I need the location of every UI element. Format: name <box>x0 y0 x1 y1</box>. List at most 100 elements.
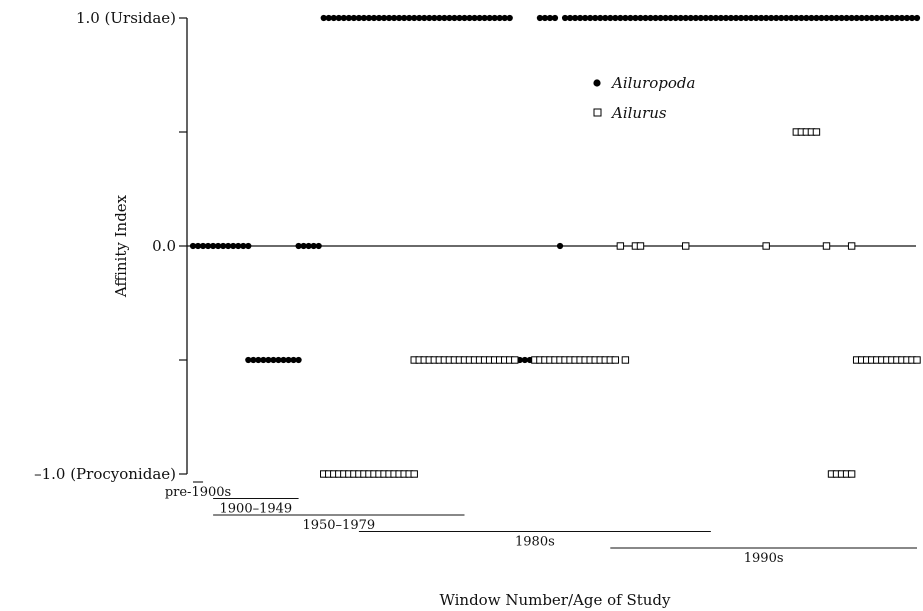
point-ailuropoda <box>878 14 885 22</box>
point-ailuropoda <box>365 14 373 22</box>
point-ailuropoda <box>778 14 785 22</box>
point-ailuropoda <box>607 14 614 22</box>
point-ailuropoda <box>461 14 468 22</box>
point-ailuropoda <box>888 14 895 22</box>
point-ailuropoda <box>270 356 277 364</box>
point-ailuropoda <box>476 14 483 22</box>
point-ailuropoda <box>677 14 684 22</box>
point-ailuropoda <box>903 14 911 22</box>
point-ailuropoda <box>330 14 337 22</box>
point-ailuropoda <box>406 14 413 22</box>
point-ailuropoda <box>481 14 488 22</box>
point-ailuropoda <box>220 242 227 250</box>
point-ailuropoda <box>707 14 714 22</box>
point-ailuropoda <box>466 14 473 22</box>
point-ailuropoda <box>360 14 368 22</box>
point-ailuropoda <box>446 14 453 22</box>
point-ailuropoda <box>692 14 699 22</box>
age-range-label: pre-1900s <box>165 485 231 500</box>
point-ailuropoda <box>300 242 307 250</box>
point-ailuropoda <box>853 14 860 22</box>
point-ailuropoda <box>451 14 458 22</box>
point-ailuropoda <box>617 14 624 22</box>
point-ailurus <box>621 356 630 364</box>
y-axis-label: Affinity Index <box>112 194 130 298</box>
point-ailuropoda <box>763 14 770 22</box>
point-ailuropoda <box>215 242 222 250</box>
point-ailuropoda <box>441 14 448 22</box>
point-ailuropoda <box>717 14 725 22</box>
point-ailuropoda <box>431 14 438 22</box>
y-ticks: 1.0 (Ursidae) 0.0 –1.0 (Procyonidae) <box>34 9 187 483</box>
point-ailuropoda <box>421 14 428 22</box>
point-ailurus <box>822 242 831 250</box>
point-ailuropoda <box>411 14 418 22</box>
point-ailuropoda <box>350 14 357 22</box>
point-ailurus <box>410 470 418 478</box>
point-ailurus <box>847 470 856 478</box>
point-ailuropoda <box>898 14 906 22</box>
point-ailuropoda <box>471 14 478 22</box>
point-ailuropoda <box>758 14 765 22</box>
legend-marker-ailurus <box>593 108 602 117</box>
point-ailuropoda <box>632 14 639 22</box>
point-ailuropoda <box>893 14 900 22</box>
y-tick-label: –1.0 (Procyonidae) <box>34 465 176 483</box>
point-ailuropoda <box>265 356 272 364</box>
point-ailuropoda <box>345 14 352 22</box>
point-ailuropoda <box>712 14 719 22</box>
point-ailuropoda <box>572 14 579 22</box>
point-ailuropoda <box>873 14 880 22</box>
point-ailuropoda <box>551 14 559 22</box>
point-ailuropoda <box>189 242 197 250</box>
point-ailuropoda <box>401 14 408 22</box>
point-ailuropoda <box>305 242 312 250</box>
point-ailuropoda <box>843 14 850 22</box>
age-range-label: 1950–1979 <box>302 518 375 533</box>
point-ailuropoda <box>456 14 463 22</box>
point-ailuropoda <box>587 14 594 22</box>
point-ailurus <box>812 128 821 136</box>
point-ailuropoda <box>260 356 267 364</box>
point-ailuropoda <box>672 14 679 22</box>
point-ailuropoda <box>742 14 750 22</box>
point-ailuropoda <box>908 14 916 22</box>
point-ailuropoda <box>657 14 664 22</box>
point-ailuropoda <box>546 14 554 22</box>
point-ailurus <box>847 242 856 250</box>
point-ailuropoda <box>506 14 513 22</box>
point-ailuropoda <box>275 356 282 364</box>
point-ailuropoda <box>773 14 780 22</box>
legend-label-ailuropoda: Ailuropoda <box>610 74 695 92</box>
point-ailuropoda <box>793 14 800 22</box>
point-ailuropoda <box>255 356 262 364</box>
point-ailuropoda <box>808 14 815 22</box>
point-ailuropoda <box>788 14 795 22</box>
point-ailuropoda <box>868 14 875 22</box>
legend-marker-ailuropoda <box>593 79 601 87</box>
point-ailuropoda <box>768 14 775 22</box>
point-ailuropoda <box>863 14 870 22</box>
point-ailuropoda <box>662 14 669 22</box>
point-ailuropoda <box>687 14 694 22</box>
point-ailurus <box>611 356 620 364</box>
point-ailuropoda <box>396 14 403 22</box>
point-ailuropoda <box>225 242 232 250</box>
point-ailuropoda <box>732 14 740 22</box>
point-ailuropoda <box>883 14 890 22</box>
point-ailuropoda <box>913 14 921 22</box>
point-ailuropoda <box>385 14 393 22</box>
point-ailuropoda <box>582 14 589 22</box>
point-ailuropoda <box>828 14 835 22</box>
x-axis-label: Window Number/Age of Study <box>439 591 671 609</box>
point-ailuropoda <box>722 14 730 22</box>
point-ailuropoda <box>682 14 689 22</box>
point-ailuropoda <box>652 14 659 22</box>
data-marks <box>189 14 921 478</box>
point-ailuropoda <box>235 242 242 250</box>
point-ailuropoda <box>798 14 805 22</box>
point-ailuropoda <box>833 14 840 22</box>
point-ailuropoda <box>737 14 745 22</box>
age-range-label: 1980s <box>515 535 555 550</box>
